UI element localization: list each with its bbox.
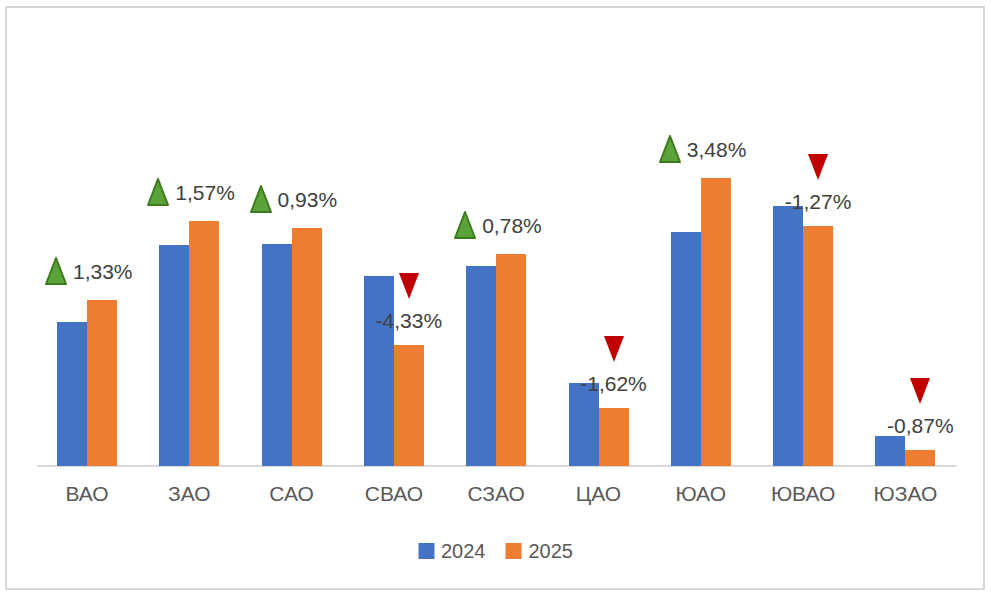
- bar-2025[interactable]: [803, 226, 833, 466]
- legend-item-2024[interactable]: 2024: [418, 541, 486, 561]
- change-annotation: 0,93%: [278, 187, 338, 212]
- category-label: СЗАО: [467, 482, 525, 506]
- down-triangle-icon: [909, 377, 931, 409]
- category-label: ЮВАО: [771, 482, 835, 506]
- change-annotation: 1,33%: [73, 259, 133, 284]
- legend-item-2025[interactable]: 2025: [506, 541, 574, 561]
- legend: 2024 2025: [418, 541, 573, 561]
- category-label: ЗАО: [168, 482, 211, 506]
- bar-2025[interactable]: [905, 450, 935, 466]
- bar-2025[interactable]: [701, 178, 731, 466]
- legend-swatch-icon: [506, 543, 522, 559]
- bar-2024[interactable]: [364, 276, 394, 466]
- change-annotation: -1,27%: [785, 189, 852, 214]
- bar-2025[interactable]: [292, 228, 322, 466]
- category-label: СВАО: [365, 482, 423, 506]
- up-triangle-icon: [147, 177, 169, 211]
- bar-2025[interactable]: [87, 300, 117, 466]
- legend-label: 2024: [441, 541, 486, 561]
- bar-2024[interactable]: [671, 232, 701, 466]
- bar-2024[interactable]: [262, 244, 292, 466]
- change-annotation: -4,33%: [376, 308, 443, 333]
- category-label: САО: [269, 482, 314, 506]
- bar-2024[interactable]: [875, 436, 905, 466]
- up-triangle-icon: [250, 184, 272, 218]
- category-label: ЮЗАО: [874, 482, 938, 506]
- change-annotation: 1,57%: [175, 180, 235, 205]
- up-triangle-icon: [45, 256, 67, 290]
- bar-2024[interactable]: [57, 322, 87, 466]
- up-triangle-icon: [454, 210, 476, 244]
- down-triangle-icon: [807, 153, 829, 185]
- category-label: ЮАО: [676, 482, 726, 506]
- up-triangle-icon: [659, 134, 681, 168]
- bar-2024[interactable]: [773, 206, 803, 466]
- bar-2025[interactable]: [496, 254, 526, 466]
- legend-swatch-icon: [418, 543, 434, 559]
- bar-2024[interactable]: [159, 245, 189, 466]
- change-annotation: 0,78%: [482, 213, 542, 238]
- change-annotation: 3,48%: [687, 137, 747, 162]
- bar-2025[interactable]: [599, 408, 629, 466]
- chart-canvas: ВАО 1,33% ЗАО 1,57% САО 0,93% СВАО -4,33% СЗАО 0,…: [0, 0, 991, 598]
- bar-2025[interactable]: [394, 345, 424, 466]
- bar-2024[interactable]: [466, 266, 496, 466]
- plot-area: ВАО 1,33% ЗАО 1,57% САО 0,93% СВАО -4,33% СЗАО 0,…: [0, 0, 991, 598]
- category-label: ВАО: [65, 482, 108, 506]
- down-triangle-icon: [603, 335, 625, 367]
- change-annotation: -1,62%: [580, 371, 647, 396]
- category-label: ЦАО: [576, 482, 621, 506]
- down-triangle-icon: [398, 272, 420, 304]
- change-annotation: -0,87%: [887, 413, 954, 438]
- bar-2025[interactable]: [189, 221, 219, 466]
- legend-label: 2025: [529, 541, 574, 561]
